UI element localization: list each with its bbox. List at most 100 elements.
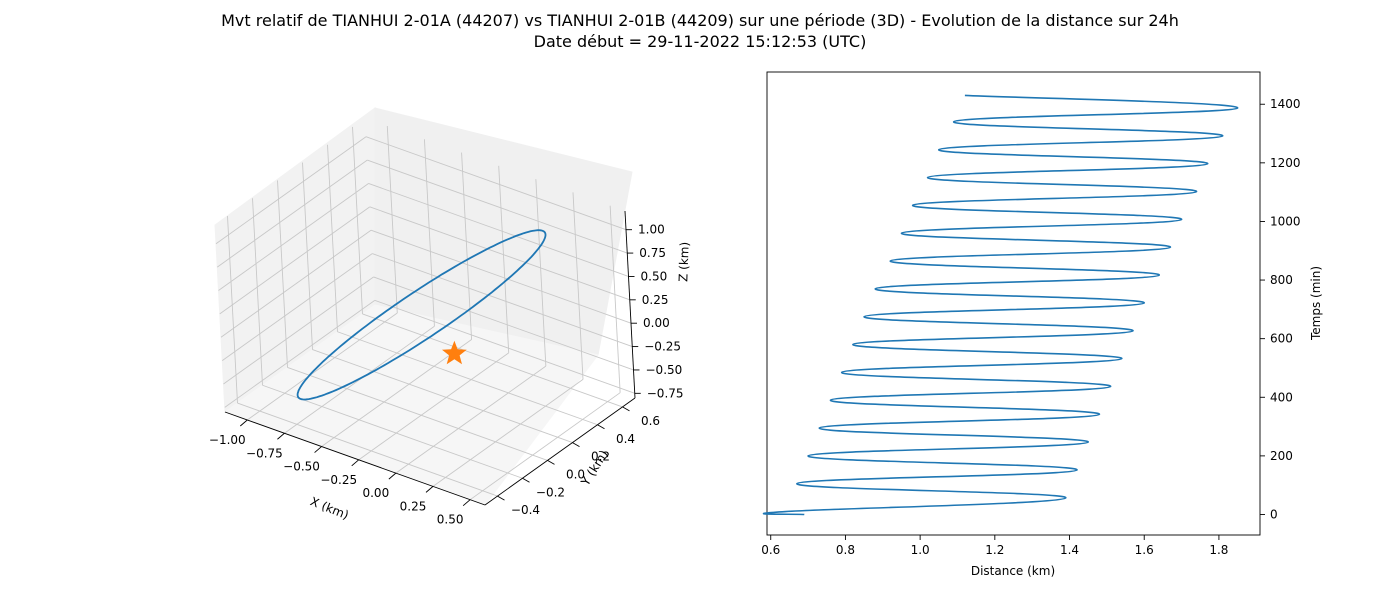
y-tick-label-2d: 1000 <box>1270 214 1301 228</box>
grid-line-y-floor <box>312 349 573 444</box>
grid-line-y-floor <box>237 402 498 497</box>
grid-line-z-back <box>373 276 634 371</box>
z-tick-label-3d: −0.50 <box>646 363 683 377</box>
x-axis-label-3d: X (km) <box>308 494 350 522</box>
grid-line-z-back <box>372 253 633 347</box>
grid-line-y-floor <box>362 313 623 408</box>
y-tick-label-2d: 0 <box>1270 507 1278 521</box>
y-tick-mark-3d <box>547 460 555 465</box>
x-tick-label-2d: 1.2 <box>985 543 1004 557</box>
star-marker <box>442 340 467 365</box>
x-tick-mark-3d <box>277 432 285 440</box>
y-axis-label-2d: Temps (min) <box>1309 266 1323 341</box>
x-tick-label-3d: 0.50 <box>437 513 464 527</box>
x-tick-label-2d: 1.8 <box>1209 543 1228 557</box>
figure-title-line2: Date début = 29-11-2022 15:12:53 (UTC) <box>534 32 867 51</box>
grid-line-x-back <box>423 139 435 327</box>
z-tick-label-3d: −0.25 <box>644 340 681 354</box>
grid-line-z-left <box>220 229 372 338</box>
grid-line-x-floor <box>469 392 621 501</box>
y-tick-label-2d: 200 <box>1270 449 1293 463</box>
z-axis-label-3d: Z (km) <box>676 242 691 283</box>
y-tick-mark-3d <box>497 495 505 501</box>
grid-line-x-floor <box>358 352 509 461</box>
x-tick-label-3d: −1.00 <box>209 433 246 447</box>
x-tick-mark-3d <box>351 459 360 467</box>
grid-line-y-left <box>327 144 338 332</box>
plot-3d: −1.00−0.75−0.50−0.250.000.250.50 −0.4−0.… <box>209 107 692 527</box>
grid-line-x-back <box>535 179 547 367</box>
y-tick-label-3d: 0.0 <box>566 467 585 481</box>
z-tick-label-3d: 0.25 <box>642 293 669 307</box>
z-tick-label-3d: 0.75 <box>639 246 666 260</box>
y-tick-label-2d: 600 <box>1270 332 1293 346</box>
x-tick-label-3d: −0.75 <box>246 446 283 460</box>
figure-title-line1: Mvt relatif de TIANHUI 2-01A (44207) vs … <box>221 11 1179 30</box>
y-tick-label-2d: 800 <box>1270 273 1293 287</box>
grid-line-z-back <box>374 299 635 394</box>
z-axis-line-3d <box>624 210 636 399</box>
x-tick-label-2d: 0.8 <box>836 543 855 557</box>
x-tick-mark-3d <box>239 419 248 427</box>
grid-line-z-left <box>221 253 373 361</box>
x-tick-label-3d: 0.00 <box>362 486 389 500</box>
grid-line-y-left <box>252 198 263 386</box>
grid-line-x-floor <box>432 379 584 487</box>
y-tick-label-3d: 0.2 <box>591 450 610 464</box>
x-tick-mark-3d <box>388 472 397 480</box>
y-tick-label-2d: 400 <box>1270 390 1293 404</box>
grid-line-z-back <box>370 229 632 324</box>
grid-line-z-back <box>369 206 630 301</box>
z-tick-label-3d: 1.00 <box>638 223 665 237</box>
grid-line-z-back <box>365 136 627 231</box>
y-axis-line-3d <box>484 397 636 506</box>
y-ticks-3d: −0.4 −0.20.0 0.2 0.4 0.6 <box>497 406 660 517</box>
grid-line-x-back <box>572 192 584 380</box>
z-tick-label-3d: 0.00 <box>643 316 670 330</box>
grid-line-y-left <box>277 180 288 368</box>
x-tick-label-2d: 1.6 <box>1135 543 1154 557</box>
y-tick-mark-3d <box>622 406 630 412</box>
grid-line-y-left <box>352 126 363 314</box>
grid-line-x-back <box>386 125 398 313</box>
grid-line-z-left <box>216 159 368 268</box>
grid-line-x-floor <box>395 365 547 474</box>
y-tick-mark-3d <box>597 424 605 430</box>
grid-line-z-left <box>224 299 376 408</box>
z-tick-label-3d: 0.50 <box>641 269 668 283</box>
orbit-line <box>296 229 547 401</box>
grid-line-z-left <box>218 183 369 291</box>
x-axis-line-3d <box>224 411 486 506</box>
grid-line-y-floor <box>262 384 523 479</box>
grid-line-x-floor <box>247 312 398 421</box>
y-tick-label-3d: 0.4 <box>616 432 635 446</box>
x-tick-label-2d: 1.0 <box>911 543 930 557</box>
x-tick-mark-3d <box>462 499 471 507</box>
y-tick-mark-3d <box>522 477 530 483</box>
grid-line-y-left <box>227 216 238 404</box>
plot-2d-frame <box>766 71 1261 536</box>
grid-line-z-left <box>223 276 374 385</box>
y-ticks-2d: 0 200 400 600 800 1000 1200 1400 <box>1260 97 1301 521</box>
grid-line-z-left <box>215 136 367 245</box>
z-ticks-3d: −0.75 −0.50 −0.25 0.00 0.25 0.50 0.75 1.00 <box>626 223 684 400</box>
grid-line-y-floor <box>287 366 548 461</box>
distance-series-line <box>762 94 1239 516</box>
axes-3d <box>224 210 636 506</box>
grid-line-x-floor <box>321 339 472 447</box>
plot-2d: 0.6 0.8 1.0 1.2 1.4 1.6 1.8 0 200 400 600 800 1000 1… <box>761 71 1323 578</box>
x-ticks-2d: 0.6 0.8 1.0 1.2 1.4 1.6 1.8 <box>761 535 1228 557</box>
x-tick-label-3d: −0.50 <box>283 460 320 474</box>
grid-line-y-left <box>302 162 313 350</box>
grid-line-z-back <box>367 159 628 254</box>
y-tick-label-2d: 1400 <box>1270 97 1301 111</box>
y-tick-label-3d: 0.6 <box>641 414 660 428</box>
grid-line-x-back <box>498 165 510 353</box>
grid-3d <box>215 125 635 501</box>
x-tick-mark-3d <box>314 446 322 453</box>
y-tick-label-3d: −0.2 <box>536 485 565 499</box>
y-tick-label-3d: −0.4 <box>511 503 540 517</box>
x-ticks-3d: −1.00−0.75−0.50−0.25 0.00 0.25 0.50 <box>209 419 471 527</box>
x-tick-mark-3d <box>425 486 434 493</box>
